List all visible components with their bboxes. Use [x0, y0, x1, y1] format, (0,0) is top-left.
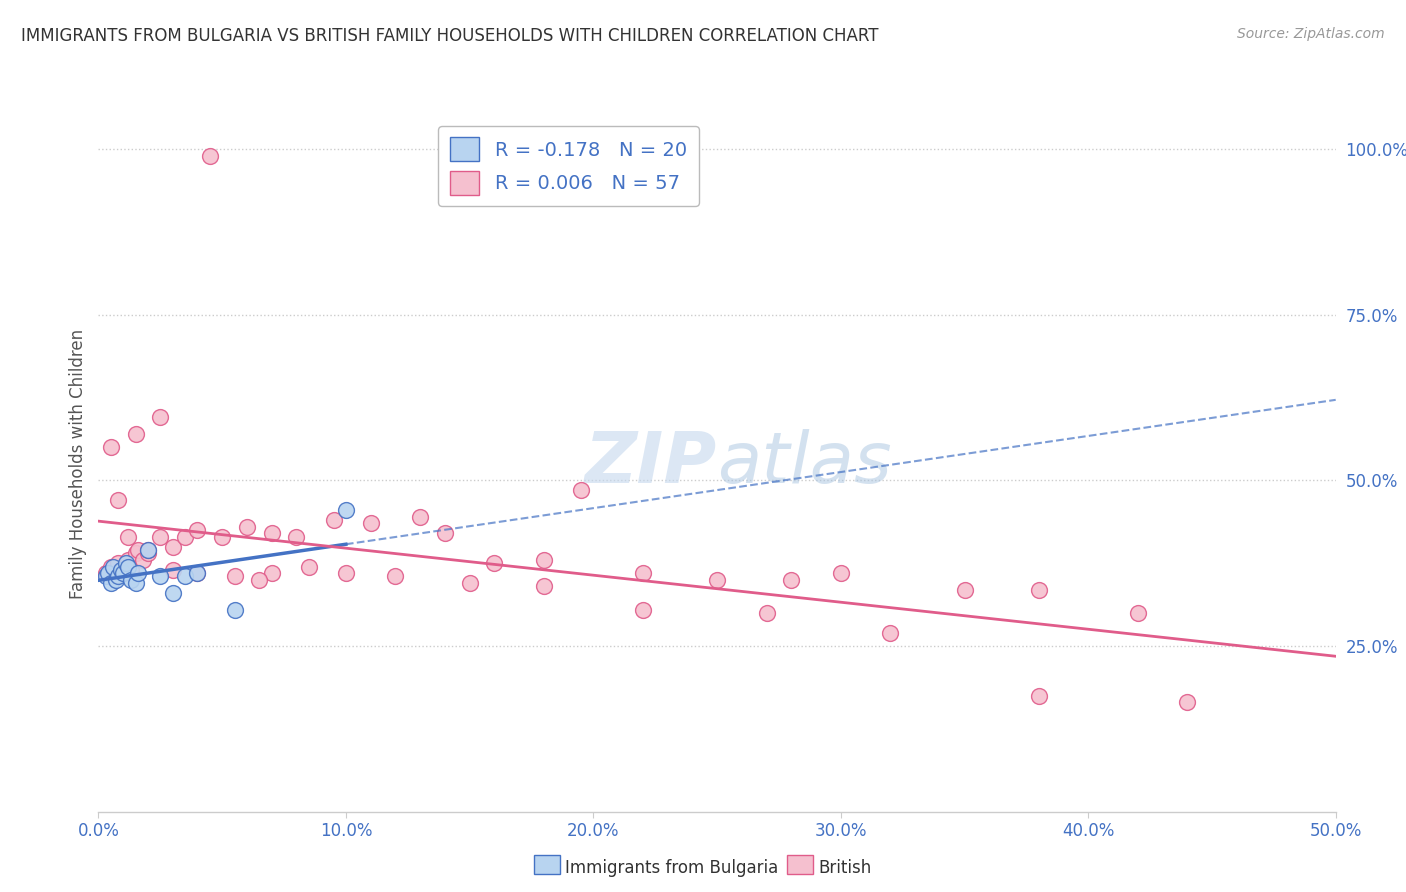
Point	[112, 566, 135, 581]
Point	[433, 526, 456, 541]
Point	[533, 579, 555, 593]
Point	[112, 566, 135, 581]
Point	[484, 556, 506, 570]
Point	[104, 573, 127, 587]
Point	[186, 566, 208, 581]
Text: IMMIGRANTS FROM BULGARIA VS BRITISH FAMILY HOUSEHOLDS WITH CHILDREN CORRELATION : IMMIGRANTS FROM BULGARIA VS BRITISH FAMI…	[21, 27, 879, 45]
Point	[162, 563, 184, 577]
Point	[124, 427, 146, 442]
Point	[162, 586, 184, 600]
Text: Immigrants from Bulgaria: Immigrants from Bulgaria	[565, 859, 779, 877]
Point	[127, 543, 149, 558]
Point	[149, 569, 172, 583]
Point	[569, 483, 592, 498]
Point	[136, 543, 159, 558]
Point	[94, 566, 117, 581]
Point	[260, 566, 283, 581]
Point	[335, 503, 357, 517]
Point	[953, 582, 976, 597]
Point	[149, 530, 172, 544]
Point	[162, 540, 184, 554]
Point	[100, 440, 122, 454]
Point	[149, 410, 172, 425]
Point	[107, 493, 129, 508]
Point	[104, 569, 127, 583]
Point	[631, 566, 654, 581]
Point	[186, 566, 208, 581]
Point	[1175, 695, 1198, 709]
Text: ZIP: ZIP	[585, 429, 717, 499]
Text: Source: ZipAtlas.com: Source: ZipAtlas.com	[1237, 27, 1385, 41]
Point	[1126, 606, 1149, 620]
Point	[97, 566, 120, 581]
Point	[117, 559, 139, 574]
Point	[120, 573, 142, 587]
Point	[247, 573, 270, 587]
Point	[458, 576, 481, 591]
Point	[322, 513, 344, 527]
Point	[780, 573, 803, 587]
Point	[879, 625, 901, 640]
Point	[198, 149, 221, 163]
Point	[100, 559, 122, 574]
Point	[136, 543, 159, 558]
Point	[136, 546, 159, 560]
Point	[211, 530, 233, 544]
Point	[107, 556, 129, 570]
Y-axis label: Family Households with Children: Family Households with Children	[69, 329, 87, 599]
Point	[117, 530, 139, 544]
Point	[117, 553, 139, 567]
Point	[174, 530, 197, 544]
Point	[110, 563, 132, 577]
Point	[706, 573, 728, 587]
Point	[186, 523, 208, 537]
Point	[174, 569, 197, 583]
Point	[100, 576, 122, 591]
Point	[114, 556, 136, 570]
Point	[132, 553, 155, 567]
Point	[755, 606, 778, 620]
Point	[124, 546, 146, 560]
Point	[107, 569, 129, 583]
Point	[1028, 689, 1050, 703]
Text: atlas: atlas	[717, 429, 891, 499]
Point	[124, 576, 146, 591]
Point	[120, 563, 142, 577]
Point	[260, 526, 283, 541]
Point	[285, 530, 308, 544]
Point	[224, 569, 246, 583]
Point	[1028, 582, 1050, 597]
Point	[110, 563, 132, 577]
Point	[127, 566, 149, 581]
Point	[384, 569, 406, 583]
Point	[94, 569, 117, 583]
Point	[830, 566, 852, 581]
Point	[409, 509, 432, 524]
Point	[236, 520, 259, 534]
Point	[631, 602, 654, 616]
Point	[224, 602, 246, 616]
Point	[335, 566, 357, 581]
Point	[103, 559, 125, 574]
Point	[533, 553, 555, 567]
Point	[298, 559, 321, 574]
Text: British: British	[818, 859, 872, 877]
Legend: R = -0.178   N = 20, R = 0.006   N = 57: R = -0.178 N = 20, R = 0.006 N = 57	[439, 126, 699, 206]
Point	[360, 516, 382, 531]
